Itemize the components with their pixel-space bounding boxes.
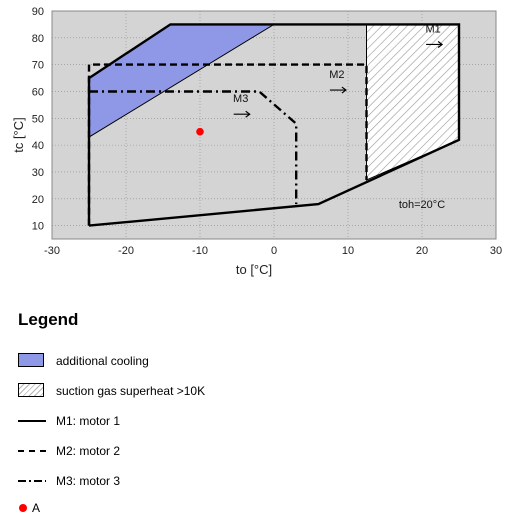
x-tick-label: -20 xyxy=(118,245,134,257)
legend: Legend additional cooling suction gas su… xyxy=(18,310,498,520)
dashdot-line-icon xyxy=(18,473,48,489)
x-axis-label: to [°C] xyxy=(236,262,272,277)
cooling-swatch-icon xyxy=(18,353,48,369)
legend-item-a: A xyxy=(18,496,498,520)
arrow-head-icon xyxy=(341,86,347,94)
red-dot-icon xyxy=(18,500,30,516)
x-tick-label: -30 xyxy=(44,245,60,257)
x-tick-label: -10 xyxy=(192,245,208,257)
legend-label: M1: motor 1 xyxy=(56,414,121,428)
series-line-m2 xyxy=(87,63,368,226)
x-tick-label: 20 xyxy=(416,245,428,257)
regions xyxy=(88,23,460,181)
y-tick-label: 70 xyxy=(32,60,44,72)
y-tick-label: 80 xyxy=(32,33,44,45)
series-line-m3 xyxy=(89,90,298,205)
x-tick-label: 0 xyxy=(271,245,277,257)
solid-line-icon xyxy=(18,413,48,429)
legend-item-additional-cooling: additional cooling xyxy=(18,346,498,376)
series xyxy=(87,23,461,227)
curve-label-m2: M2 xyxy=(329,69,344,81)
y-tick-label: 10 xyxy=(32,221,44,233)
legend-label: additional cooling xyxy=(56,354,149,368)
curve-labels: M1 M2 M3 xyxy=(233,23,444,118)
x-tick-label: 10 xyxy=(342,245,354,257)
legend-title: Legend xyxy=(18,310,79,329)
ticks: 10 20 30 40 50 60 70 80 90 -30 -20 -10 0 10 20 30 xyxy=(32,6,502,257)
curve-label-m1: M1 xyxy=(425,23,440,35)
legend-label: suction gas superheat >10K xyxy=(56,384,206,398)
legend-label: A xyxy=(32,501,41,515)
curve-label-m3: M3 xyxy=(233,93,248,105)
dashed-line-icon xyxy=(18,443,48,459)
x-tick-label: 30 xyxy=(490,245,502,257)
legend-item-m2: M2: motor 2 xyxy=(18,436,498,466)
legend-item-m3: M3: motor 3 xyxy=(18,466,498,496)
legend-label: M2: motor 2 xyxy=(56,444,121,458)
legend-label: M3: motor 3 xyxy=(56,474,121,488)
arrow-head-icon xyxy=(437,40,444,48)
hatch-swatch-icon xyxy=(18,383,48,399)
y-tick-label: 50 xyxy=(32,113,44,125)
point-a xyxy=(196,127,204,136)
y-tick-label: 20 xyxy=(32,194,44,206)
legend-item-superheat: suction gas superheat >10K xyxy=(18,376,498,406)
y-tick-label: 30 xyxy=(32,167,44,179)
arrow-head-icon xyxy=(245,110,251,118)
y-tick-label: 40 xyxy=(32,140,44,152)
y-tick-label: 60 xyxy=(32,86,44,98)
y-axis-label: tc [°C] xyxy=(11,117,26,153)
toh-annotation: toh=20°C xyxy=(399,199,445,211)
legend-item-m1: M1: motor 1 xyxy=(18,406,498,436)
y-tick-label: 90 xyxy=(32,6,44,18)
